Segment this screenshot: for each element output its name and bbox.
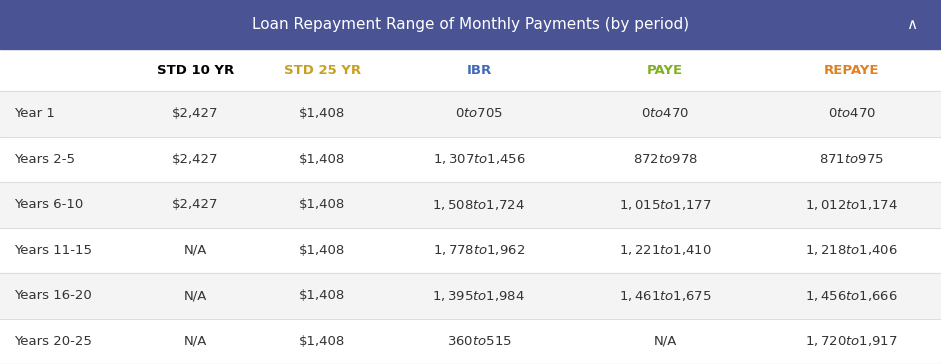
Text: $1,015 to $1,177: $1,015 to $1,177 (619, 198, 711, 212)
Text: $360 to $515: $360 to $515 (447, 335, 511, 348)
Text: N/A: N/A (183, 289, 207, 302)
Text: $2,427: $2,427 (172, 153, 218, 166)
Text: Year 1: Year 1 (14, 107, 55, 120)
Text: IBR: IBR (467, 64, 491, 76)
Text: Years 16-20: Years 16-20 (14, 289, 92, 302)
Bar (0, 273, 941, 318)
Text: $0 to $470: $0 to $470 (641, 107, 690, 120)
Text: $1,408: $1,408 (299, 153, 345, 166)
Bar (0, 228, 941, 273)
Text: $1,408: $1,408 (299, 198, 345, 211)
Bar (0, 0, 941, 49)
Text: $1,508 to $1,724: $1,508 to $1,724 (433, 198, 525, 212)
Bar (0, 182, 941, 228)
Text: $1,408: $1,408 (299, 107, 345, 120)
Text: $1,395 to $1,984: $1,395 to $1,984 (433, 289, 525, 303)
Text: N/A: N/A (183, 335, 207, 348)
Text: REPAYE: REPAYE (824, 64, 879, 76)
Text: $1,408: $1,408 (299, 244, 345, 257)
Text: STD 10 YR: STD 10 YR (156, 64, 234, 76)
Text: $1,778 to $1,962: $1,778 to $1,962 (433, 243, 525, 257)
Bar (0, 49, 941, 91)
Text: STD 25 YR: STD 25 YR (284, 64, 360, 76)
Text: $1,408: $1,408 (299, 289, 345, 302)
Bar (0, 136, 941, 182)
Text: $1,720 to $1,917: $1,720 to $1,917 (805, 334, 898, 348)
Text: Years 2-5: Years 2-5 (14, 153, 75, 166)
Bar (0, 318, 941, 364)
Text: $872 to $978: $872 to $978 (632, 153, 698, 166)
Text: $1,012 to $1,174: $1,012 to $1,174 (805, 198, 898, 212)
Text: Years 20-25: Years 20-25 (14, 335, 92, 348)
Text: $1,408: $1,408 (299, 335, 345, 348)
Text: $1,307 to $1,456: $1,307 to $1,456 (433, 152, 525, 166)
Text: ∧: ∧ (906, 17, 917, 32)
Text: Years 6-10: Years 6-10 (14, 198, 84, 211)
Text: $1,221 to $1,410: $1,221 to $1,410 (619, 243, 711, 257)
Text: $0 to $705: $0 to $705 (455, 107, 502, 120)
Text: $0 to $470: $0 to $470 (827, 107, 876, 120)
Text: $1,218 to $1,406: $1,218 to $1,406 (805, 243, 898, 257)
Text: $2,427: $2,427 (172, 198, 218, 211)
Text: $1,461 to $1,675: $1,461 to $1,675 (619, 289, 711, 303)
Text: PAYE: PAYE (647, 64, 683, 76)
Text: $1,456 to $1,666: $1,456 to $1,666 (805, 289, 898, 303)
Text: N/A: N/A (183, 244, 207, 257)
Text: Years 11-15: Years 11-15 (14, 244, 92, 257)
Text: $871 to $975: $871 to $975 (820, 153, 884, 166)
Text: $2,427: $2,427 (172, 107, 218, 120)
Text: N/A: N/A (654, 335, 677, 348)
Text: Loan Repayment Range of Monthly Payments (by period): Loan Repayment Range of Monthly Payments… (252, 17, 689, 32)
Bar (0, 91, 941, 136)
